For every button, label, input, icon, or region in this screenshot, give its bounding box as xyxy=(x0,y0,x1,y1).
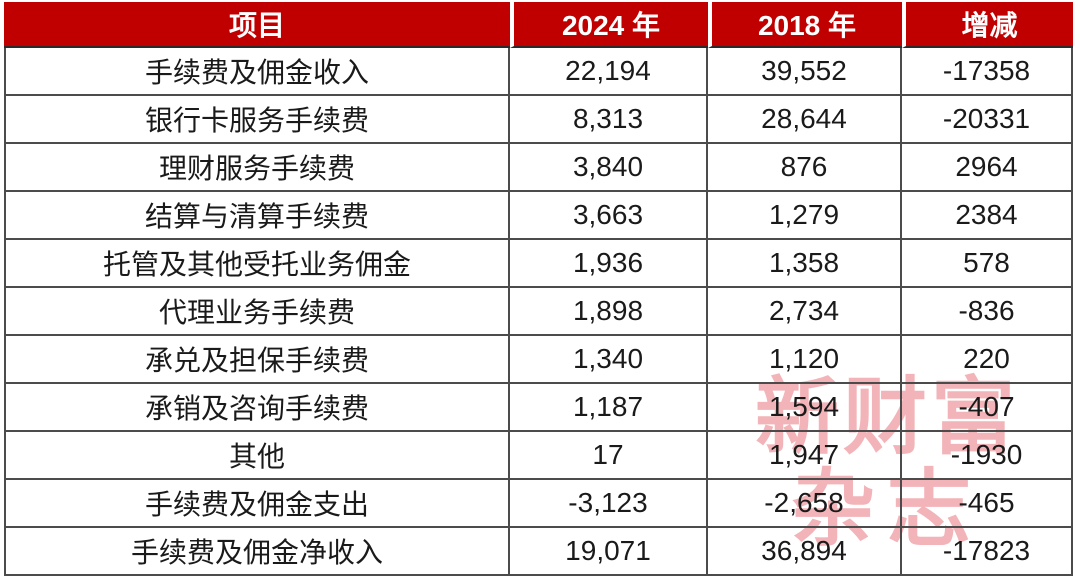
header-row: 项目 2024 年 2018 年 增减 xyxy=(4,2,1073,48)
fee-income-table: 项目 2024 年 2018 年 增减 手续费及佣金收入 22,194 39,5… xyxy=(4,2,1073,576)
cell-change: -1930 xyxy=(902,432,1073,480)
table-row: 理财服务手续费 3,840 876 2964 xyxy=(4,144,1073,192)
watermark-line-2: 杂志 xyxy=(790,459,983,558)
cell-2024: 17 xyxy=(510,432,708,480)
cell-2018: 1,947 xyxy=(708,432,902,480)
cell-2018: 36,894 xyxy=(708,528,902,576)
cell-change: 220 xyxy=(902,336,1073,384)
cell-2018: 28,644 xyxy=(708,96,902,144)
cell-item: 手续费及佣金支出 xyxy=(4,480,510,528)
cell-2024: 3,663 xyxy=(510,192,708,240)
cell-2024: 19,071 xyxy=(510,528,708,576)
cell-change: -20331 xyxy=(902,96,1073,144)
header-cell-change: 增减 xyxy=(902,2,1073,48)
header-cell-item: 项目 xyxy=(4,2,510,48)
header-cell-2024: 2024 年 xyxy=(510,2,708,48)
table-row: 手续费及佣金支出 -3,123 -2,658 -465 xyxy=(4,480,1073,528)
cell-item: 代理业务手续费 xyxy=(4,288,510,336)
watermark-line-1: 新财富 xyxy=(754,367,1019,466)
cell-item: 银行卡服务手续费 xyxy=(4,96,510,144)
watermark: 新财富 杂志 xyxy=(742,372,1032,556)
table-row: 承兑及担保手续费 1,340 1,120 220 xyxy=(4,336,1073,384)
cell-item: 其他 xyxy=(4,432,510,480)
cell-item: 理财服务手续费 xyxy=(4,144,510,192)
cell-2024: -3,123 xyxy=(510,480,708,528)
table-row: 其他 17 1,947 -1930 xyxy=(4,432,1073,480)
table-row: 手续费及佣金收入 22,194 39,552 -17358 xyxy=(4,48,1073,96)
cell-change: -465 xyxy=(902,480,1073,528)
cell-2018: 1,358 xyxy=(708,240,902,288)
cell-2024: 1,340 xyxy=(510,336,708,384)
table-row: 托管及其他受托业务佣金 1,936 1,358 578 xyxy=(4,240,1073,288)
cell-2018: 876 xyxy=(708,144,902,192)
table-row: 承销及咨询手续费 1,187 1,594 -407 xyxy=(4,384,1073,432)
cell-change: 2964 xyxy=(902,144,1073,192)
cell-2018: 39,552 xyxy=(708,48,902,96)
cell-2024: 8,313 xyxy=(510,96,708,144)
cell-item: 托管及其他受托业务佣金 xyxy=(4,240,510,288)
cell-change: 2384 xyxy=(902,192,1073,240)
table-row: 代理业务手续费 1,898 2,734 -836 xyxy=(4,288,1073,336)
cell-2018: 2,734 xyxy=(708,288,902,336)
cell-2018: 1,120 xyxy=(708,336,902,384)
cell-2024: 3,840 xyxy=(510,144,708,192)
cell-change: 578 xyxy=(902,240,1073,288)
cell-2018: -2,658 xyxy=(708,480,902,528)
table-row: 银行卡服务手续费 8,313 28,644 -20331 xyxy=(4,96,1073,144)
cell-change: -836 xyxy=(902,288,1073,336)
cell-item: 承销及咨询手续费 xyxy=(4,384,510,432)
cell-2018: 1,279 xyxy=(708,192,902,240)
cell-2024: 22,194 xyxy=(510,48,708,96)
header-cell-2018: 2018 年 xyxy=(708,2,902,48)
cell-item: 手续费及佣金收入 xyxy=(4,48,510,96)
cell-2024: 1,898 xyxy=(510,288,708,336)
cell-change: -17358 xyxy=(902,48,1073,96)
cell-2018: 1,594 xyxy=(708,384,902,432)
cell-item: 承兑及担保手续费 xyxy=(4,336,510,384)
cell-change: -17823 xyxy=(902,528,1073,576)
table-row: 结算与清算手续费 3,663 1,279 2384 xyxy=(4,192,1073,240)
cell-item: 手续费及佣金净收入 xyxy=(4,528,510,576)
cell-change: -407 xyxy=(902,384,1073,432)
cell-item: 结算与清算手续费 xyxy=(4,192,510,240)
cell-2024: 1,936 xyxy=(510,240,708,288)
cell-2024: 1,187 xyxy=(510,384,708,432)
table-row: 手续费及佣金净收入 19,071 36,894 -17823 xyxy=(4,528,1073,576)
